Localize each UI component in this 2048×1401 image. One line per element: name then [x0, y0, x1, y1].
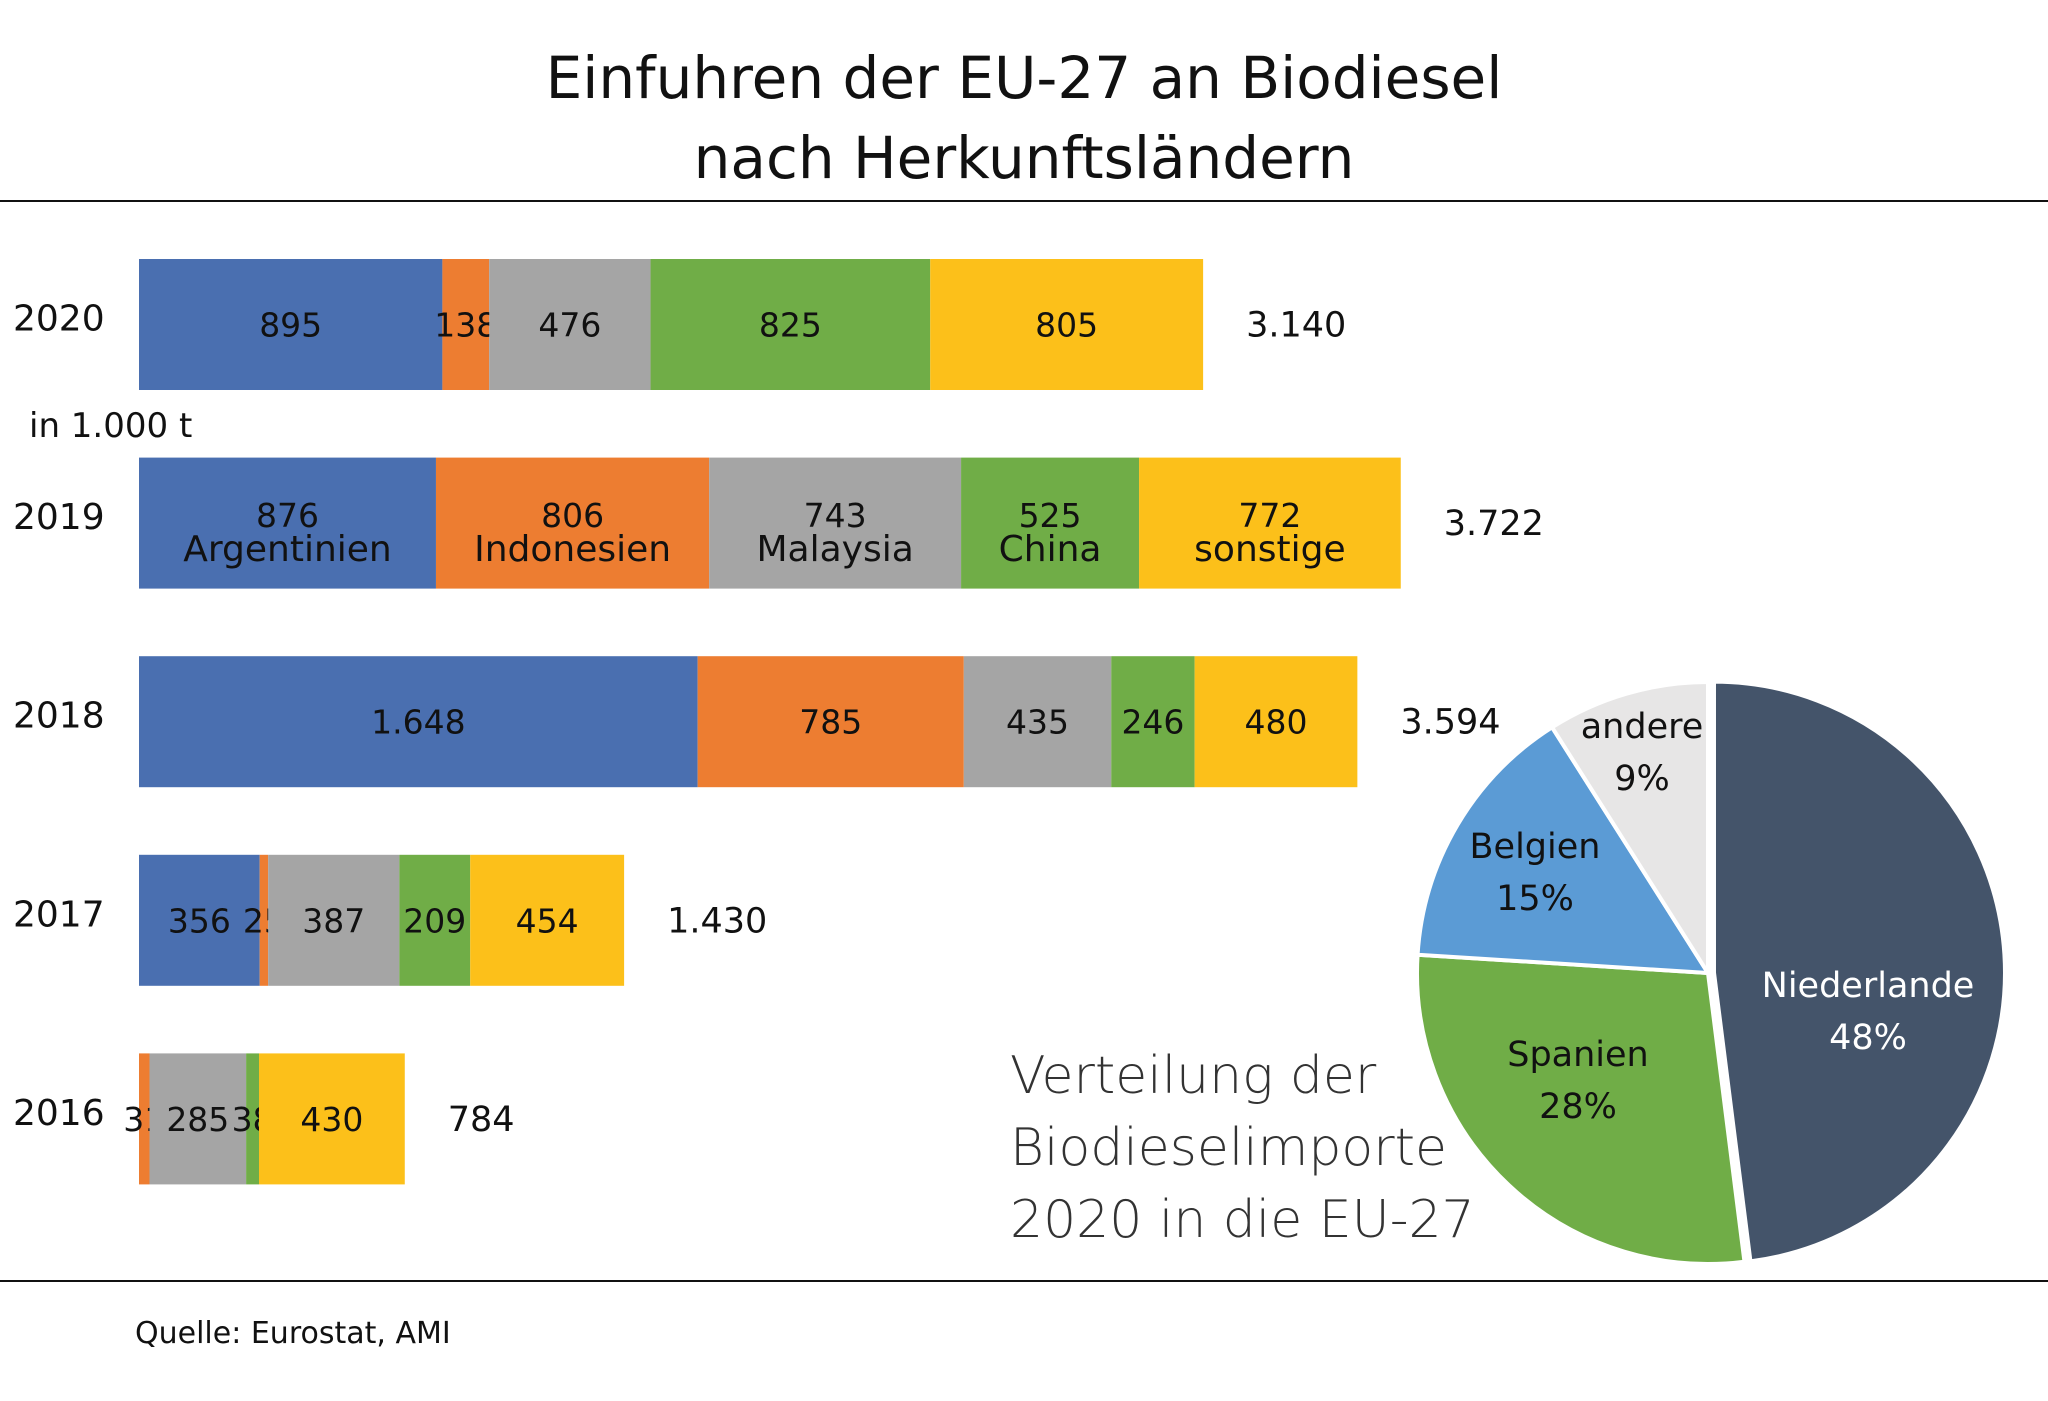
- value-label: 743: [804, 496, 867, 535]
- bar-segment-indonesien: [259, 854, 269, 986]
- bar-segment-indonesien: [697, 656, 964, 788]
- bar-segment-argentinien: [139, 656, 698, 788]
- bar-segment-sonstige: [470, 854, 625, 986]
- bar-segment-sonstige: [930, 259, 1204, 390]
- series-name-label: China: [999, 529, 1102, 570]
- value-label: 138: [434, 306, 497, 345]
- pie-slice-spanien: [1415, 952, 1747, 1266]
- series-name-label: Malaysia: [756, 529, 913, 570]
- value-label: 387: [302, 901, 365, 940]
- bar-segment-malaysia: [709, 457, 962, 589]
- value-label: 454: [516, 901, 579, 940]
- value-label: 209: [403, 901, 466, 940]
- bar-segment-malaysia: [489, 259, 651, 390]
- bar-segment-argentinien: [139, 259, 443, 390]
- value-label: 876: [256, 496, 319, 535]
- value-label: 772: [1238, 496, 1301, 535]
- pie-slice-niederlande: [1711, 679, 2007, 1264]
- bar-segment-sonstige: [259, 1053, 405, 1185]
- bar-segment-malaysia: [963, 656, 1112, 788]
- bar-segment-indonesien: [435, 457, 710, 589]
- bar-segment-china: [246, 1053, 260, 1185]
- pie-slice-andere: [1549, 679, 1710, 980]
- bar-segment-sonstige: [1194, 656, 1358, 788]
- value-label: 1.648: [371, 703, 465, 742]
- bar-segment-china: [1111, 656, 1195, 788]
- bar-segment-indonesien: [442, 259, 490, 390]
- pie-slice-percent: 9%: [1614, 759, 1670, 799]
- series-name-label: Argentinien: [183, 529, 392, 570]
- bar-segment-argentinien: [139, 854, 260, 986]
- value-label: 805: [1035, 306, 1098, 345]
- value-label: 785: [799, 703, 862, 742]
- pie-slice-percent: 48%: [1829, 1018, 1907, 1058]
- value-label: 525: [1019, 496, 1082, 535]
- pie-title: Verteilung der Biodieselimporte 2020 in …: [1010, 1040, 1475, 1256]
- value-label: 246: [1121, 703, 1184, 742]
- bar-segment-sonstige: [1139, 457, 1401, 589]
- year-label: 2016: [13, 1093, 105, 1134]
- pie-title-line-1: Verteilung der: [1010, 1046, 1377, 1106]
- source-note: Quelle: Eurostat, AMI: [135, 1316, 451, 1351]
- total-label: 3.594: [1400, 703, 1500, 743]
- value-label: 430: [300, 1100, 363, 1139]
- pie-slice-label: Belgien: [1470, 827, 1601, 867]
- title-line-2: nach Herkunftsländern: [693, 124, 1355, 192]
- title-line-1: Einfuhren der EU-27 an Biodiesel: [545, 44, 1503, 112]
- bar-segment-china: [399, 854, 471, 986]
- bar-segment-argentinien: [139, 457, 436, 589]
- bar-segment-malaysia: [149, 1053, 247, 1185]
- value-label: 806: [541, 496, 604, 535]
- unit-label: in 1.000 t: [29, 406, 193, 446]
- year-label: 2019: [13, 497, 105, 538]
- total-label: 3.140: [1246, 306, 1346, 346]
- series-name-label: Indonesien: [474, 529, 671, 570]
- total-label: 3.722: [1444, 504, 1544, 544]
- year-label: 2020: [13, 299, 105, 340]
- bar-segment-china: [961, 457, 1140, 589]
- value-label: 356: [168, 901, 231, 940]
- series-name-label: sonstige: [1194, 529, 1345, 570]
- pie-slice-label: Spanien: [1507, 1035, 1649, 1075]
- value-label: 895: [259, 306, 322, 345]
- pie-title-line-2: Biodieselimporte: [1010, 1118, 1447, 1178]
- pie-title-line-3: 2020 in die EU-27: [1010, 1190, 1475, 1250]
- total-label: 784: [448, 1100, 515, 1140]
- total-label: 1.430: [667, 901, 767, 941]
- value-label: 480: [1245, 703, 1308, 742]
- value-label: 476: [538, 306, 601, 345]
- value-label: 825: [759, 306, 822, 345]
- pie-slice-percent: 15%: [1496, 879, 1574, 919]
- bottom-divider: [0, 1280, 2048, 1282]
- chart-title: Einfuhren der EU-27 an Biodiesel nach He…: [0, 38, 2048, 198]
- top-divider: [0, 200, 2048, 202]
- value-label: 285: [166, 1100, 229, 1139]
- pie-slice-label: andere: [1581, 707, 1704, 747]
- bar-segment-china: [650, 259, 931, 390]
- bar-segment-malaysia: [268, 854, 400, 986]
- value-label: 435: [1006, 703, 1069, 742]
- year-label: 2017: [13, 894, 105, 935]
- pie-slice-label: Niederlande: [1762, 966, 1975, 1006]
- pie-slice-percent: 28%: [1539, 1087, 1617, 1127]
- year-label: 2018: [13, 696, 105, 737]
- bar-segment-indonesien: [139, 1053, 150, 1185]
- pie-slice-belgien: [1415, 724, 1712, 976]
